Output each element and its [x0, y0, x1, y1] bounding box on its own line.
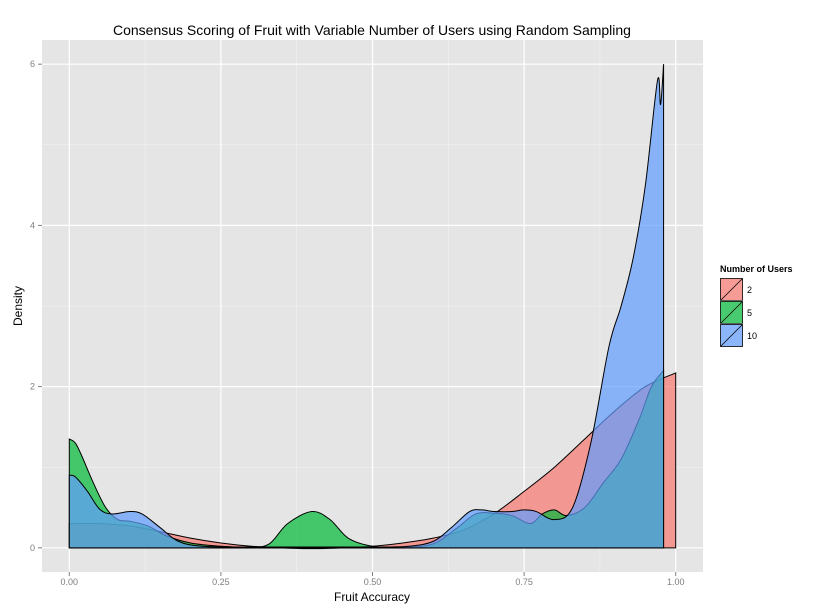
legend-key-slash — [720, 324, 743, 347]
x-tick-label: 0.50 — [364, 577, 382, 587]
density-area-series-10 — [68, 64, 665, 549]
x-tick-label: 0.25 — [212, 577, 230, 587]
legend-label-2: 2 — [747, 285, 752, 295]
y-axis-ticks: 0 2 4 6 — [30, 59, 42, 553]
y-axis-label: Density — [11, 286, 25, 326]
y-tick-label: 6 — [30, 59, 35, 69]
x-tick-label: 0.75 — [515, 577, 533, 587]
legend-key-slash — [720, 278, 743, 301]
legend-key-slash — [720, 301, 743, 324]
chart-title: Consensus Scoring of Fruit with Variable… — [113, 22, 631, 38]
series-layer — [68, 64, 677, 550]
legend-title: Number of Users — [720, 264, 793, 274]
y-tick-label: 0 — [30, 543, 35, 553]
y-tick-label: 2 — [30, 382, 35, 392]
legend-label-5: 5 — [747, 308, 752, 318]
x-tick-label: 1.00 — [667, 577, 685, 587]
x-tick-label: 0.00 — [61, 577, 79, 587]
x-axis-label: Fruit Accuracy — [334, 590, 410, 604]
x-axis-ticks: 0.00 0.25 0.50 0.75 1.00 — [61, 572, 685, 587]
y-tick-label: 4 — [30, 220, 35, 230]
legend: Number of Users 2 5 10 — [719, 264, 793, 348]
legend-label-10: 10 — [747, 331, 757, 341]
